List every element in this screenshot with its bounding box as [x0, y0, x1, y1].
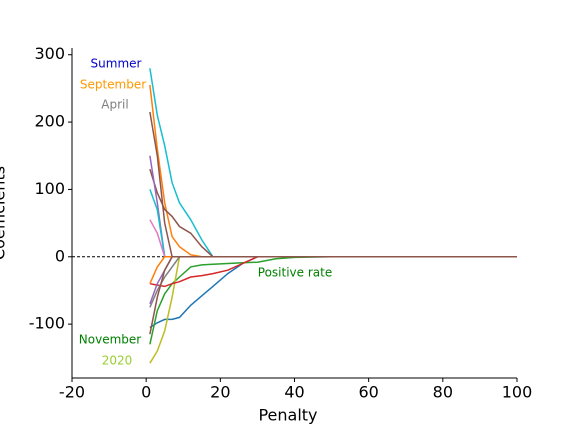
series-line [149, 256, 517, 305]
series-line [149, 256, 517, 285]
y-axis-label: Coefficients [0, 166, 9, 260]
y-tick-label: 200 [34, 112, 65, 131]
x-tick-label: 0 [141, 383, 151, 402]
series-line [149, 256, 517, 288]
series-line [149, 256, 517, 329]
x-tick-label: 40 [284, 383, 304, 402]
annotation: 2020 [102, 354, 133, 368]
series-line [149, 111, 517, 258]
series-line [149, 84, 517, 258]
x-tick-label: 60 [358, 383, 378, 402]
y-tick-label: 0 [55, 246, 65, 265]
annotation: April [101, 98, 128, 112]
y-tick-label: 100 [34, 179, 65, 198]
x-tick-label: 20 [210, 383, 230, 402]
series-line [149, 256, 517, 364]
annotation: Summer [91, 57, 142, 71]
y-tick-label: 300 [34, 44, 65, 63]
series-line [149, 189, 517, 258]
series-line [149, 256, 517, 335]
y-tick-label: -100 [29, 314, 65, 333]
series-line [149, 219, 517, 258]
annotation: November [79, 333, 141, 347]
x-tick-label: 100 [502, 383, 533, 402]
annotation: September [80, 78, 146, 92]
series-line [149, 68, 517, 258]
x-tick-label: -20 [59, 383, 85, 402]
x-axis-label: Penalty [258, 406, 317, 425]
series-line [149, 256, 517, 345]
x-tick-label: 80 [433, 383, 453, 402]
series-line [149, 155, 517, 258]
annotation: Positive rate [258, 266, 332, 280]
